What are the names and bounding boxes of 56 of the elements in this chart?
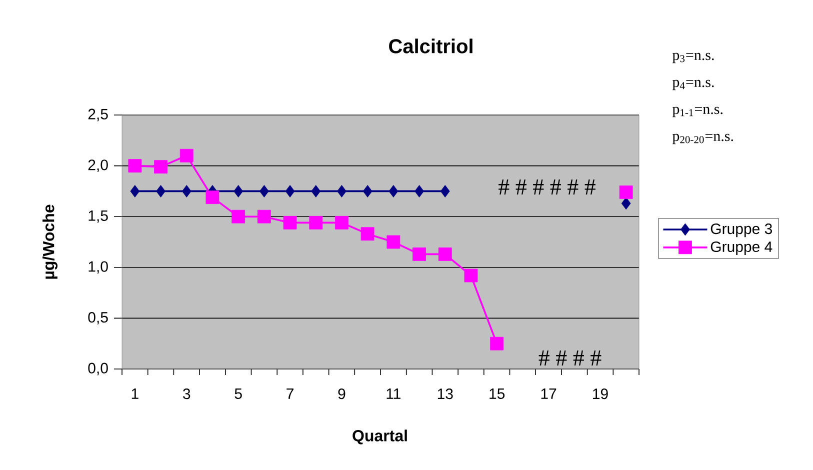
point	[154, 160, 168, 174]
point	[412, 247, 426, 261]
text: p$_{20-20}$=n.s.	[672, 134, 734, 144]
annotation: # # # #	[538, 350, 602, 366]
legend-label: Gruppe 4	[710, 241, 772, 256]
y-axis-title: µg/Woche	[42, 204, 58, 279]
point	[156, 185, 166, 198]
point	[388, 185, 398, 198]
point	[440, 185, 450, 198]
x-tick-label: 9	[338, 388, 346, 400]
point	[309, 216, 323, 230]
point	[182, 185, 192, 198]
point	[337, 185, 346, 198]
point	[311, 185, 321, 198]
point	[362, 185, 372, 198]
text: p$_{1-1}$=n.s.	[672, 106, 723, 118]
point	[619, 186, 633, 199]
point	[206, 190, 220, 204]
point	[490, 336, 504, 350]
text: p$_{4}$=n.s.	[672, 80, 714, 90]
y-tick-label: 1,5	[88, 210, 108, 223]
x-tick-label: 15	[490, 388, 505, 399]
y-tick-label: 1,0	[88, 261, 108, 274]
point	[285, 185, 295, 198]
y-tick-label: 2,5	[88, 108, 108, 122]
x-axis-title: Quartal	[352, 430, 407, 444]
point	[335, 216, 348, 230]
point	[130, 185, 140, 198]
legend-label: Gruppe 3	[710, 223, 772, 238]
point	[283, 216, 297, 230]
x-tick-label: 3	[183, 388, 190, 400]
x-tick-label: 19	[593, 388, 608, 400]
point	[128, 159, 142, 172]
point	[386, 235, 400, 249]
x-tick-label: 1	[132, 388, 138, 399]
point	[232, 210, 246, 224]
text: p$_{3}$=n.s.	[672, 52, 714, 64]
chart-title: Calcitriol	[389, 38, 472, 54]
x-tick-label: 7	[286, 388, 294, 399]
x-tick-label: 5	[234, 388, 242, 399]
point	[259, 185, 269, 198]
x-tick-label: 13	[438, 388, 453, 400]
x-tick-label: 17	[541, 388, 556, 399]
point	[621, 197, 631, 210]
point	[438, 247, 452, 261]
x-tick-label: 11	[386, 388, 400, 399]
y-tick-label: 2,0	[88, 160, 108, 172]
point	[257, 210, 271, 224]
point	[464, 268, 478, 282]
point	[180, 148, 194, 162]
point	[360, 227, 374, 241]
y-tick-label: 0,0	[88, 362, 108, 376]
point	[234, 185, 244, 198]
point	[414, 185, 424, 198]
annotation: # # # # # #	[498, 179, 596, 195]
y-tick-label: 0,5	[88, 312, 108, 324]
